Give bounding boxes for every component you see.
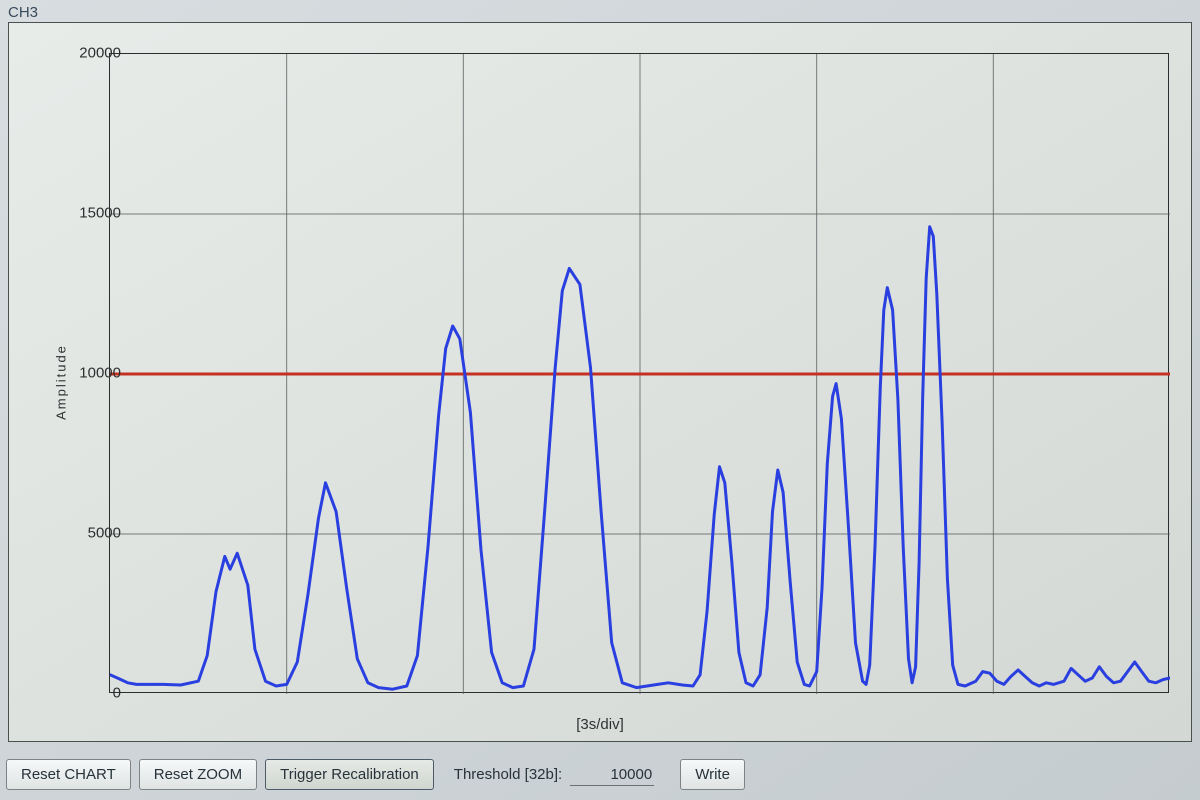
channel-label: CH3: [8, 4, 38, 21]
write-button[interactable]: Write: [680, 759, 745, 790]
chart-frame: Amplitude [3s/div] 0 5000 10000 15000 20000: [8, 22, 1192, 742]
y-tick-label: 20000: [61, 45, 121, 62]
plot-svg: [110, 54, 1170, 694]
toolbar: Reset CHART Reset ZOOM Trigger Recalibra…: [6, 759, 745, 790]
y-tick-label: 10000: [61, 365, 121, 382]
y-axis-title: Amplitude: [53, 344, 68, 420]
trigger-recalibration-button[interactable]: Trigger Recalibration: [265, 759, 434, 790]
threshold-label: Threshold [32b]:: [454, 766, 562, 783]
y-tick-label: 5000: [61, 525, 121, 542]
y-tick-label: 15000: [61, 205, 121, 222]
reset-zoom-button[interactable]: Reset ZOOM: [139, 759, 257, 790]
x-axis-title: [3s/div]: [576, 716, 624, 733]
plot-area[interactable]: [109, 53, 1169, 693]
y-tick-label: 0: [61, 685, 121, 702]
threshold-input[interactable]: [570, 764, 654, 786]
oscilloscope-panel: CH3 Amplitude [3s/div] 0 5000 10000 15000 20…: [0, 0, 1200, 800]
reset-chart-button[interactable]: Reset CHART: [6, 759, 131, 790]
